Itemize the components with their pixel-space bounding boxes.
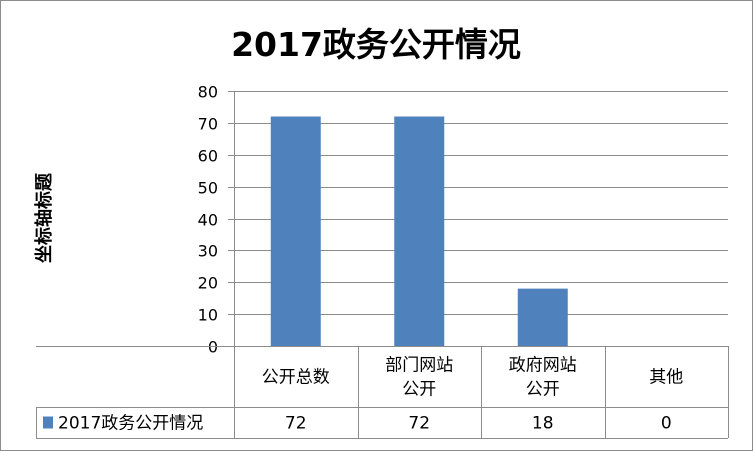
legend-swatch	[43, 416, 53, 429]
y-tick-label: 80	[198, 83, 218, 102]
y-tick-label: 10	[198, 306, 218, 325]
y-axis-title: 坐标轴标题	[33, 172, 55, 263]
chart-title: 2017政务公开情况	[231, 25, 521, 64]
y-tick-label: 20	[198, 274, 218, 293]
x-category-label: 其他	[649, 368, 683, 388]
x-category-label: 部门网站	[385, 356, 453, 376]
bar	[517, 288, 568, 346]
data-table-value: 0	[661, 414, 672, 434]
y-tick-label: 30	[198, 242, 218, 261]
y-tick-label: 50	[198, 179, 218, 198]
y-tick-label: 70	[198, 115, 218, 134]
y-tick-label: 40	[198, 211, 218, 230]
bars	[270, 116, 568, 346]
x-category-label: 公开总数	[262, 368, 330, 388]
bar	[270, 116, 321, 346]
x-category-label: 政府网站	[509, 356, 577, 376]
bar	[394, 116, 445, 346]
y-tick-label: 60	[198, 147, 218, 166]
data-table-value: 72	[285, 414, 307, 434]
x-category-label: 公开	[526, 380, 560, 400]
data-table-value: 72	[408, 414, 430, 434]
x-category-label: 公开	[402, 380, 436, 400]
data-table-value: 18	[532, 414, 554, 434]
legend-label: 2017政务公开情况	[58, 414, 203, 434]
